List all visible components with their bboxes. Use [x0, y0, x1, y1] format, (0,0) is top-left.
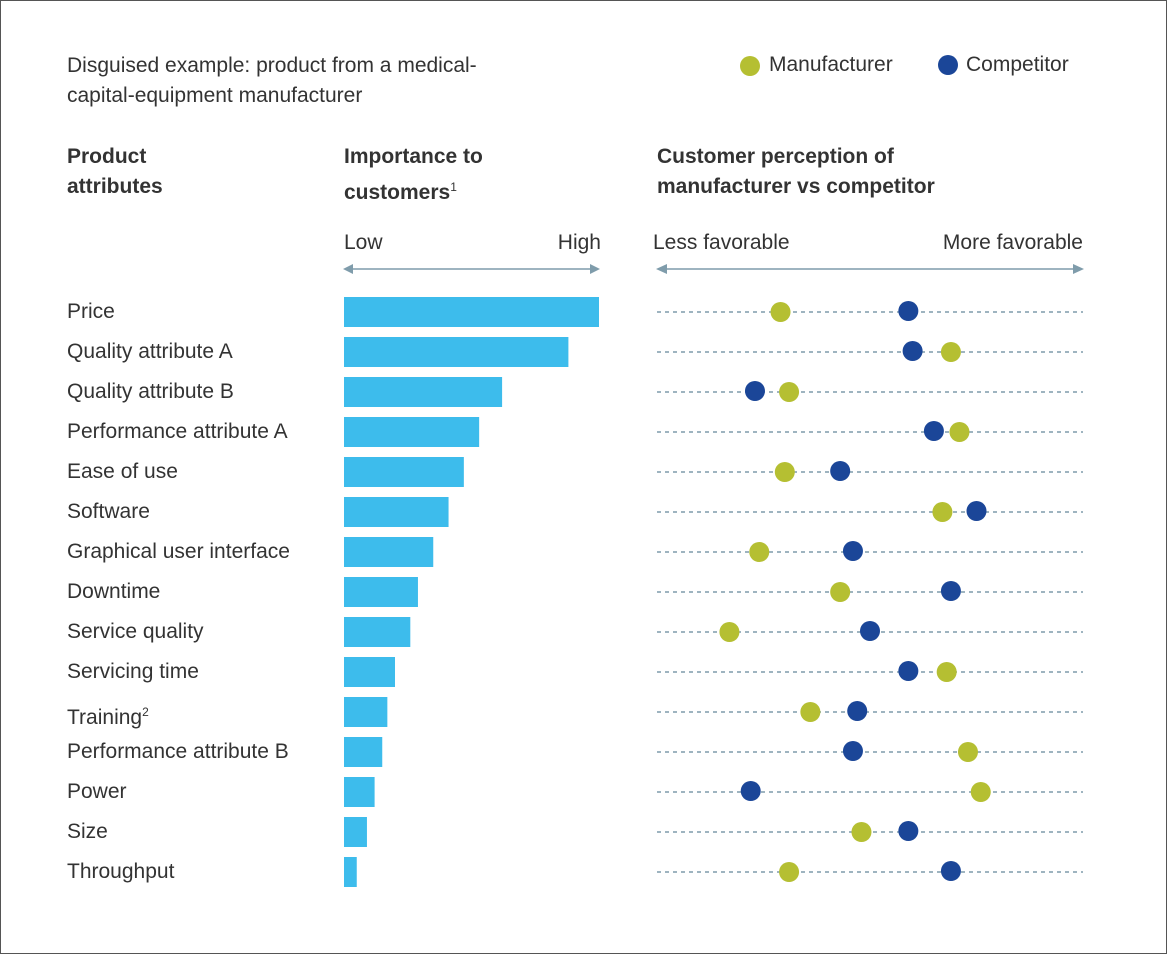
competitor-dot: [898, 301, 919, 321]
category-label: Throughput: [67, 860, 174, 884]
category-label-text: Training: [67, 706, 143, 729]
manufacturer-dot: [970, 782, 991, 802]
attributes-header-2: attributes: [67, 175, 163, 198]
competitor-dot: [744, 381, 765, 401]
competitor-dot: [898, 821, 919, 841]
manufacturer-dot: [779, 382, 800, 402]
perception-axis-high: More favorable: [942, 231, 1083, 254]
manufacturer-dot: [932, 502, 953, 522]
category-label: Graphical user interface: [67, 540, 290, 564]
importance-bar: [344, 577, 418, 607]
category-label-text: Performance attribute B: [67, 740, 289, 763]
category-label-text: Power: [67, 780, 127, 803]
category-label: Training2: [67, 700, 149, 730]
importance-axis-high: High: [557, 231, 601, 254]
importance-bar: [344, 417, 480, 447]
category-label-text: Size: [67, 820, 108, 843]
category-label-text: Quality attribute B: [67, 380, 234, 403]
footnote-marker: 2: [142, 705, 149, 719]
category-label-text: Software: [67, 500, 150, 523]
importance-axis-low: Low: [344, 231, 383, 254]
competitor-dot: [847, 701, 868, 721]
perception-title-1: Customer perception of: [657, 145, 894, 168]
perception-axis-arrow: [656, 264, 1084, 274]
competitor-dot: [923, 421, 944, 441]
manufacturer-dot: [800, 702, 821, 722]
category-label: Software: [67, 500, 150, 524]
manufacturer-dot: [851, 822, 872, 842]
manufacturer-dot: [719, 622, 740, 642]
category-label-text: Performance attribute A: [67, 420, 288, 443]
importance-bar: [344, 737, 383, 767]
category-label: Price: [67, 300, 115, 324]
legend-competitor-marker: [938, 55, 958, 75]
manufacturer-dot: [830, 582, 851, 602]
manufacturer-dot: [949, 422, 970, 442]
subtitle-line-1: Disguised example: product from a medica…: [67, 54, 477, 77]
category-label: Ease of use: [67, 460, 178, 484]
importance-title-text: customers: [344, 181, 451, 204]
competitor-dot: [830, 461, 851, 481]
category-label: Quality attribute A: [67, 340, 233, 364]
category-label-text: Ease of use: [67, 460, 178, 483]
competitor-dot: [842, 541, 863, 561]
competitor-dot: [898, 661, 919, 681]
manufacturer-dot: [779, 862, 800, 882]
category-label: Downtime: [67, 580, 160, 604]
importance-bar: [344, 777, 375, 807]
competitor-dot: [860, 621, 880, 641]
category-label-text: Graphical user interface: [67, 540, 290, 563]
importance-title-1: Importance to: [344, 145, 483, 168]
competitor-dot: [740, 781, 761, 801]
category-label: Quality attribute B: [67, 380, 234, 404]
subtitle-line-2: capital-equipment manufacturer: [67, 84, 363, 107]
importance-bar: [344, 817, 367, 847]
category-label-text: Quality attribute A: [67, 340, 233, 363]
legend-manufacturer-label: Manufacturer: [769, 53, 893, 76]
perception-axis-low: Less favorable: [653, 231, 790, 254]
perception-title-2: manufacturer vs competitor: [657, 175, 935, 198]
competitor-dot: [966, 501, 987, 521]
attributes-header-1: Product: [67, 145, 147, 168]
manufacturer-dot: [940, 342, 961, 362]
importance-bar: [344, 297, 599, 327]
category-label-text: Throughput: [67, 860, 175, 883]
importance-bar: [344, 537, 434, 567]
category-label: Servicing time: [67, 660, 199, 684]
footnote-marker: 1: [450, 180, 457, 194]
importance-title-2: customers1: [344, 172, 457, 208]
manufacturer-dot: [936, 662, 957, 682]
manufacturer-dot: [957, 742, 978, 762]
legend-manufacturer-marker: [740, 56, 760, 76]
manufacturer-dot: [770, 302, 791, 322]
importance-bar: [344, 377, 503, 407]
importance-bar: [344, 337, 569, 367]
competitor-dot: [842, 741, 863, 761]
category-label: Service quality: [67, 620, 204, 644]
category-label: Performance attribute B: [67, 740, 289, 764]
manufacturer-dot: [774, 462, 795, 482]
importance-bar: [344, 697, 388, 727]
importance-bar: [344, 457, 464, 487]
category-label: Performance attribute A: [67, 420, 288, 444]
competitor-dot: [902, 341, 923, 361]
manufacturer-dot: [749, 542, 770, 562]
importance-bar: [344, 857, 357, 887]
competitor-dot: [940, 861, 961, 881]
category-label: Size: [67, 820, 108, 844]
category-label-text: Servicing time: [67, 660, 199, 683]
category-label-text: Downtime: [67, 580, 161, 603]
category-label: Power: [67, 780, 127, 804]
importance-bar: [344, 657, 395, 687]
category-label-text: Price: [67, 300, 115, 323]
importance-bar: [344, 497, 449, 527]
legend-competitor-label: Competitor: [966, 53, 1069, 76]
category-label-text: Service quality: [67, 620, 204, 643]
importance-axis-arrow: [343, 264, 600, 274]
importance-bar: [344, 617, 411, 647]
competitor-dot: [940, 581, 961, 601]
